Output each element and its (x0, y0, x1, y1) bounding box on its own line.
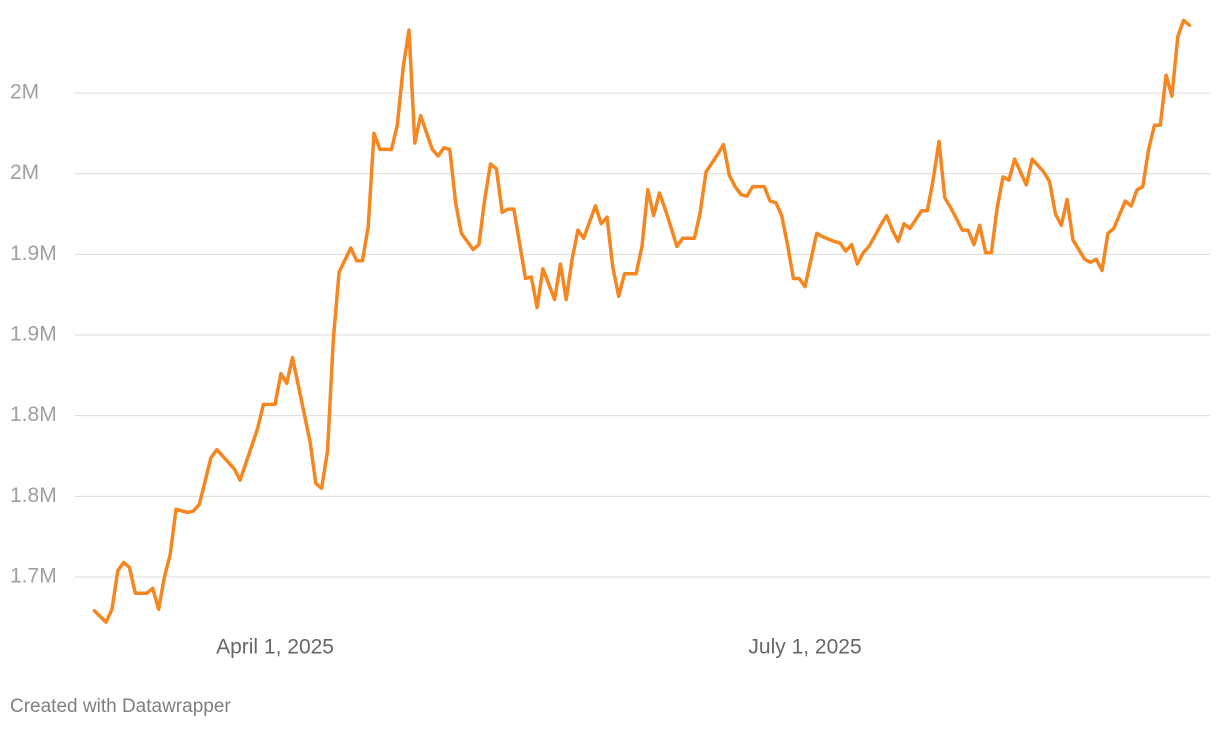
y-tick-label: 1.8M (10, 484, 57, 507)
y-tick-label: 1.7M (10, 565, 57, 588)
credit: Created with Datawrapper (10, 696, 231, 717)
y-tick-label: 1.8M (10, 403, 57, 426)
x-tick-label: April 1, 2025 (216, 636, 334, 659)
line (92, 18, 1192, 624)
y-tick-label: 1.9M (10, 242, 57, 265)
y-tick-label: 2M (10, 81, 39, 104)
x-tick-label: July 1, 2025 (748, 636, 861, 659)
y-tick-label: 2M (10, 161, 39, 184)
grid: 1.7M 1.8M 1.8M 1.9M 1.9M 2M 2M April 1, 2025 Jul… (10, 81, 1210, 659)
y-tick-label: 1.9M (10, 323, 57, 346)
plot-area (92, 18, 1192, 624)
